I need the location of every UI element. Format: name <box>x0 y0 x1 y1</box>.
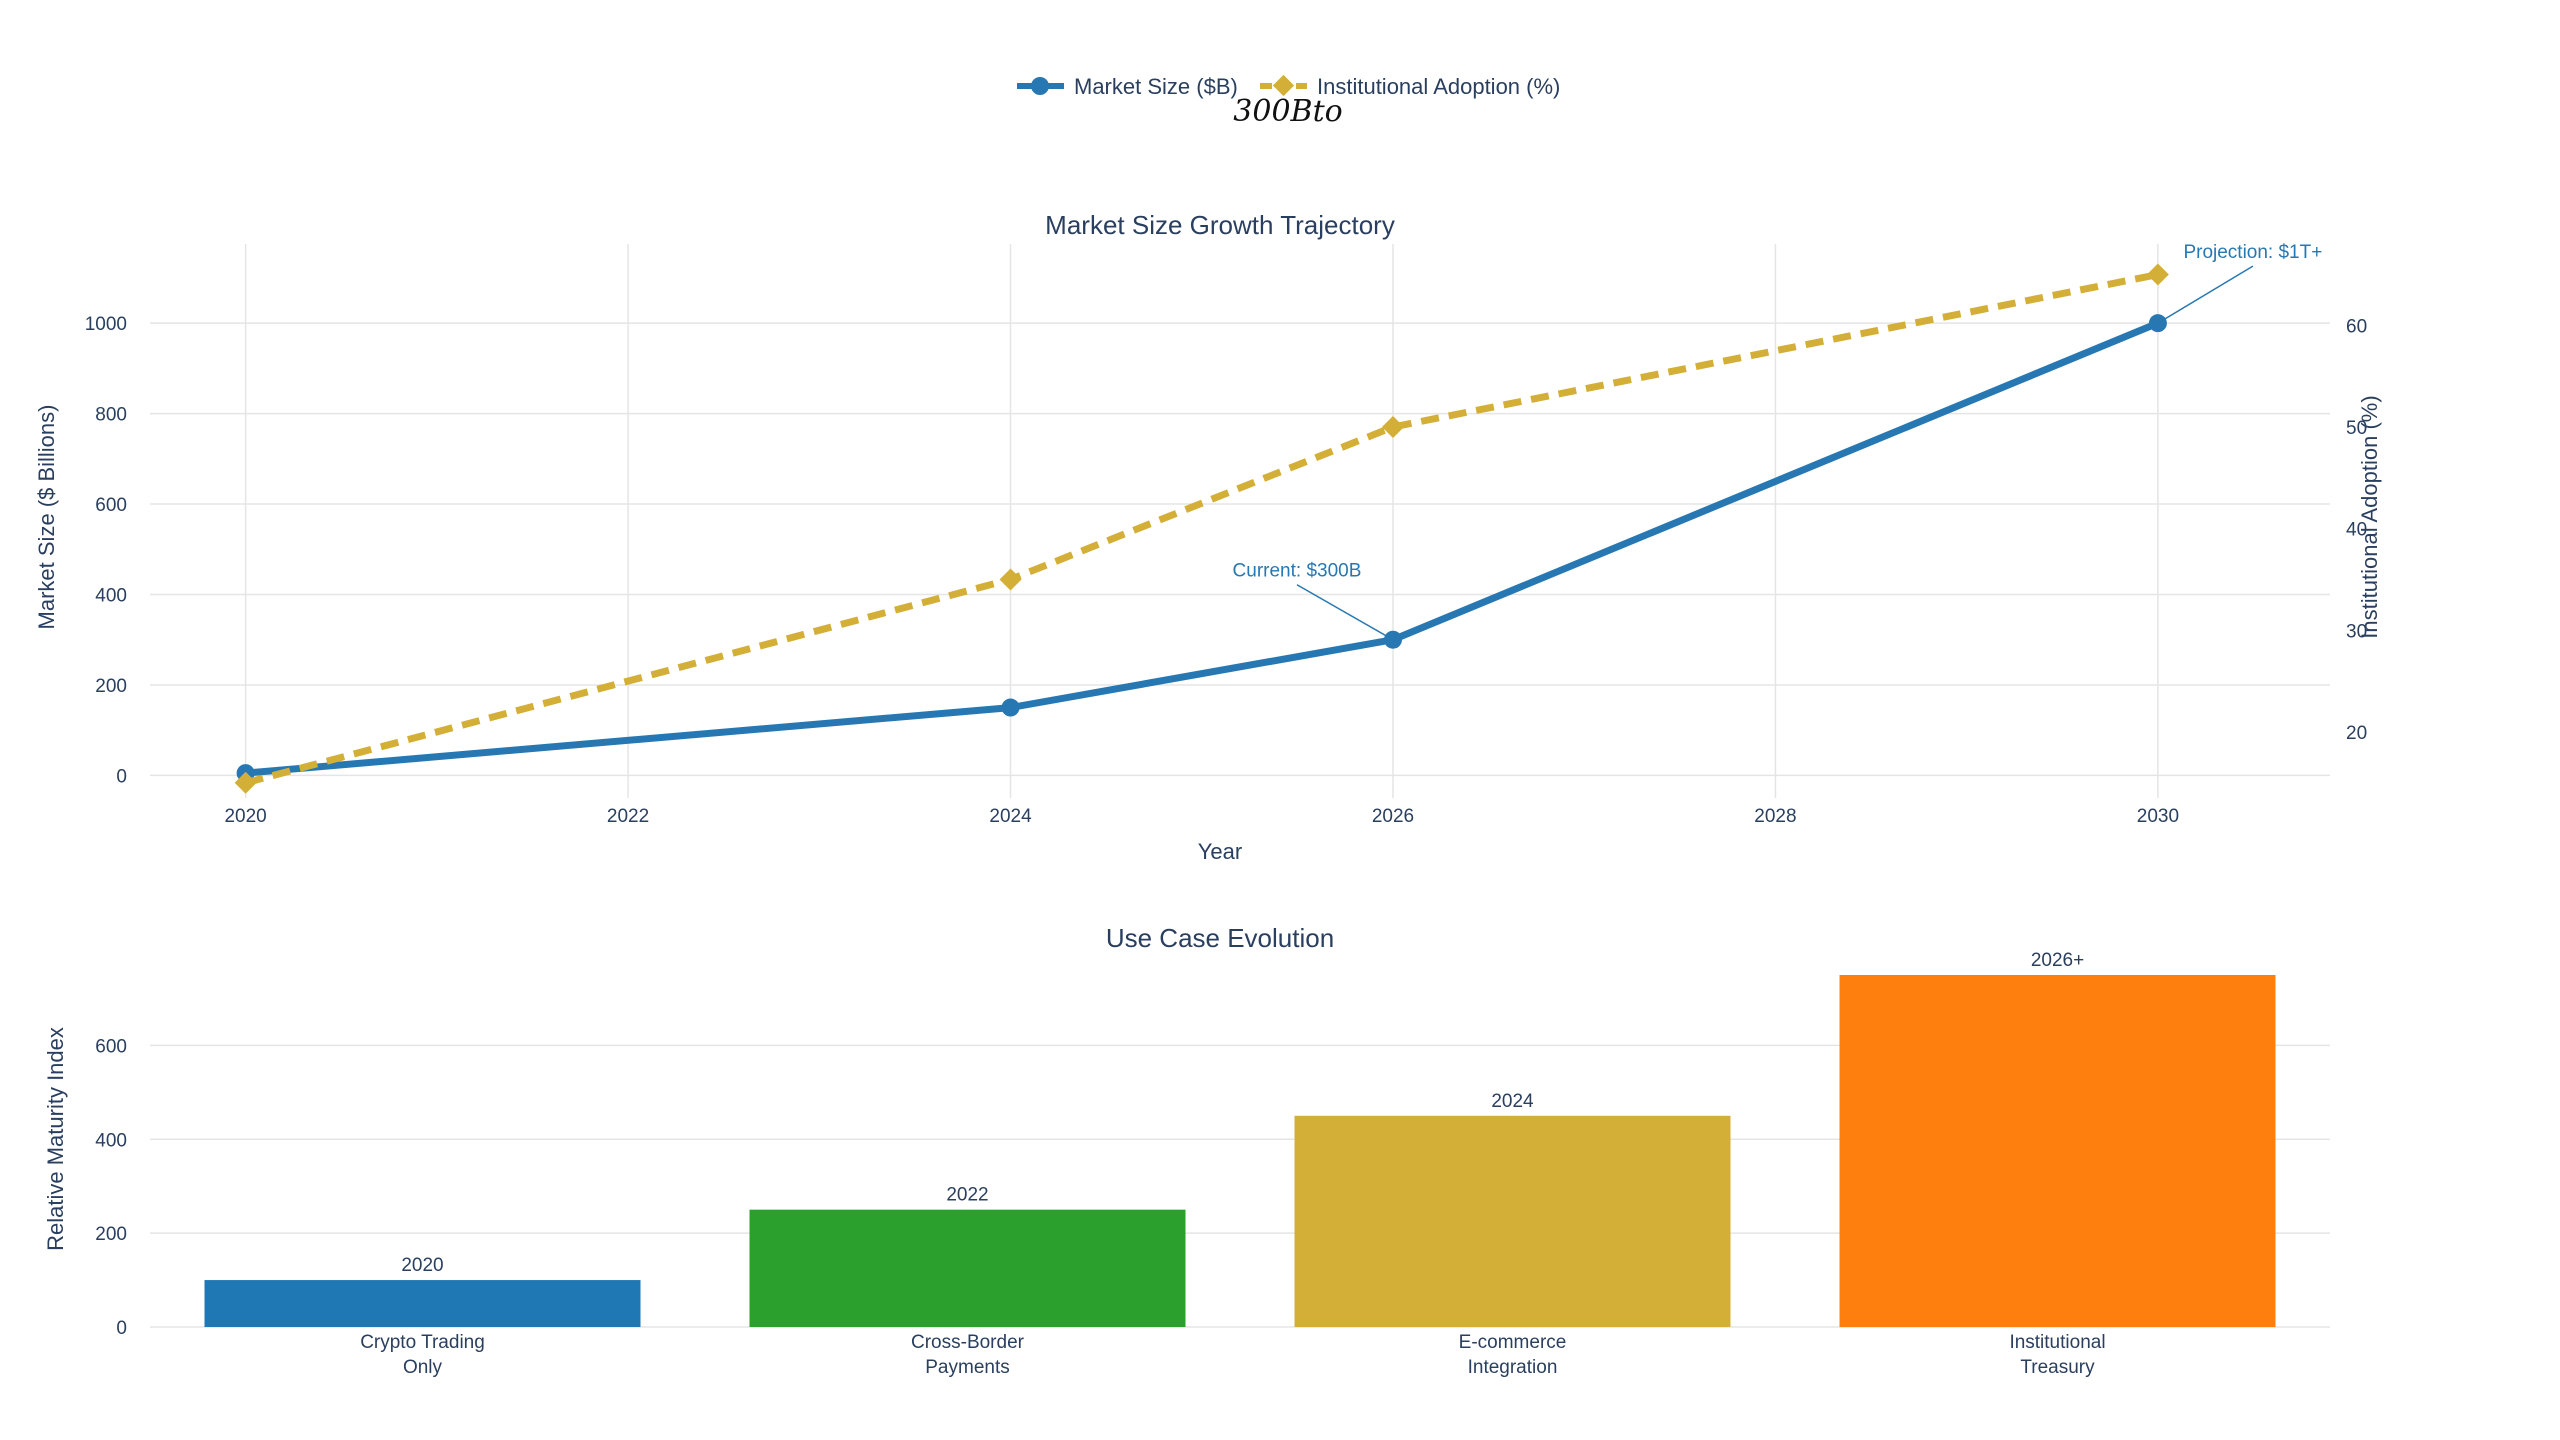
annotation-text-1: Current: $300B <box>1233 561 1362 582</box>
bar-category-label-e-commerce-integration: E-commerce Integration <box>1459 1332 1567 1378</box>
bar-y-tick-600: 600 <box>95 1036 127 1057</box>
point-institutional-adoption-2020 <box>234 771 257 794</box>
bar-y-tick-0: 0 <box>116 1318 127 1339</box>
line-y2-tick-20: 20 <box>2346 723 2367 744</box>
series-line-market-size-b <box>245 319 2160 777</box>
point-institutional-adoption-2024 <box>999 568 1022 591</box>
line-x-tick-2028: 2028 <box>1754 806 1796 827</box>
line-x-tick-2030: 2030 <box>2137 806 2179 827</box>
bar-institutional-treasury <box>1839 975 2276 1327</box>
point-institutional-adoption-2030 <box>2146 263 2169 286</box>
bar-chart-y-axis-title: Relative Maturity Index <box>43 1027 68 1251</box>
point-institutional-adoption-2026 <box>1381 415 1404 438</box>
bar-category-label-crypto-trading-only: Crypto Trading Only <box>360 1332 485 1378</box>
bar-value-label-crypto-trading-only: 2020 <box>401 1255 443 1276</box>
line-y-tick-600: 600 <box>95 495 127 516</box>
line-y2-tick-60: 60 <box>2346 316 2367 337</box>
legend[interactable]: Market Size ($B) Institutional Adoption … <box>1017 74 1560 99</box>
line-chart-y-ticks: 0 200 400 600 800 1000 <box>85 314 127 787</box>
bar-cross-border-payments <box>749 1209 1186 1327</box>
legend-label-institutional-adoption: Institutional Adoption (%) <box>1317 74 1560 99</box>
line-x-tick-2024: 2024 <box>989 806 1032 827</box>
line-chart-y2-axis-title: Institutional Adoption (%) <box>2357 395 2382 638</box>
line-x-tick-2020: 2020 <box>224 806 266 827</box>
point-market-size-b-2024 <box>1001 698 1020 717</box>
line-y-tick-800: 800 <box>95 405 127 426</box>
bar-chart-category-labels: Crypto Trading Only Cross-Border Payments E-… <box>360 1332 2105 1378</box>
line-y2-tick-50: 50 <box>2346 418 2367 439</box>
line-y2-tick-30: 30 <box>2346 621 2367 642</box>
line-x-tick-2026: 2026 <box>1372 806 1414 827</box>
bar-value-label-institutional-treasury: 2026+ <box>2031 950 2084 971</box>
legend-marker-market-size <box>1031 77 1049 95</box>
bar-category-label-cross-border-payments: Cross-Border Payments <box>911 1332 1025 1378</box>
legend-marker-institutional-adoption <box>1272 74 1295 97</box>
line-chart-x-axis-title: Year <box>1198 839 1242 864</box>
line-y-tick-400: 400 <box>95 585 127 606</box>
annotation-arrow-2 <box>2157 265 2254 324</box>
stray-formula-text: 300Bto <box>1233 94 1342 129</box>
bar-chart-value-labels: 2020 2022 2024 2026+ <box>401 950 2084 1276</box>
bar-value-label-cross-border-payments: 2022 <box>946 1185 988 1206</box>
bar-y-tick-200: 200 <box>95 1224 127 1245</box>
bar-category-label-institutional-treasury: Institutional Treasury <box>2009 1332 2105 1378</box>
line-chart-y2-ticks: 20 30 40 50 60 <box>2346 316 2367 744</box>
bar-chart-bars <box>204 975 2276 1327</box>
line-y-tick-1000: 1000 <box>85 314 127 335</box>
line-chart-annotations: Current: $300B Projection: $1T+ <box>1233 242 2322 641</box>
bar-y-tick-400: 400 <box>95 1130 127 1151</box>
legend-item-institutional-adoption[interactable]: Institutional Adoption (%) <box>1260 74 1560 99</box>
series-line-institutional-adoption <box>244 271 2159 787</box>
line-x-tick-2022: 2022 <box>607 806 649 827</box>
line-y2-tick-40: 40 <box>2346 520 2367 541</box>
line-chart-x-ticks: 2020 2022 2024 2026 2028 2030 <box>224 806 2179 827</box>
bar-chart-title: Use Case Evolution <box>1106 923 1334 953</box>
legend-label-market-size: Market Size ($B) <box>1074 74 1238 99</box>
line-chart-y-axis-title: Market Size ($ Billions) <box>34 405 59 630</box>
bar-chart-y-ticks: 0 200 400 600 <box>95 1036 127 1339</box>
line-chart-grid <box>150 244 2330 798</box>
annotation-arrow-1 <box>1296 584 1394 641</box>
annotation-text-2: Projection: $1T+ <box>2183 242 2322 263</box>
bar-e-commerce-integration <box>1294 1115 1731 1327</box>
bar-crypto-trading-only <box>204 1280 641 1327</box>
line-y-tick-0: 0 <box>116 766 127 787</box>
bar-value-label-e-commerce-integration: 2024 <box>1491 1091 1534 1112</box>
line-chart-series <box>234 263 2169 794</box>
line-y-tick-200: 200 <box>95 676 127 697</box>
legend-item-market-size[interactable]: Market Size ($B) <box>1017 74 1238 99</box>
line-chart-title: Market Size Growth Trajectory <box>1045 210 1395 240</box>
line-chart: Market Size Growth Trajectory 0200400600… <box>34 210 2382 864</box>
